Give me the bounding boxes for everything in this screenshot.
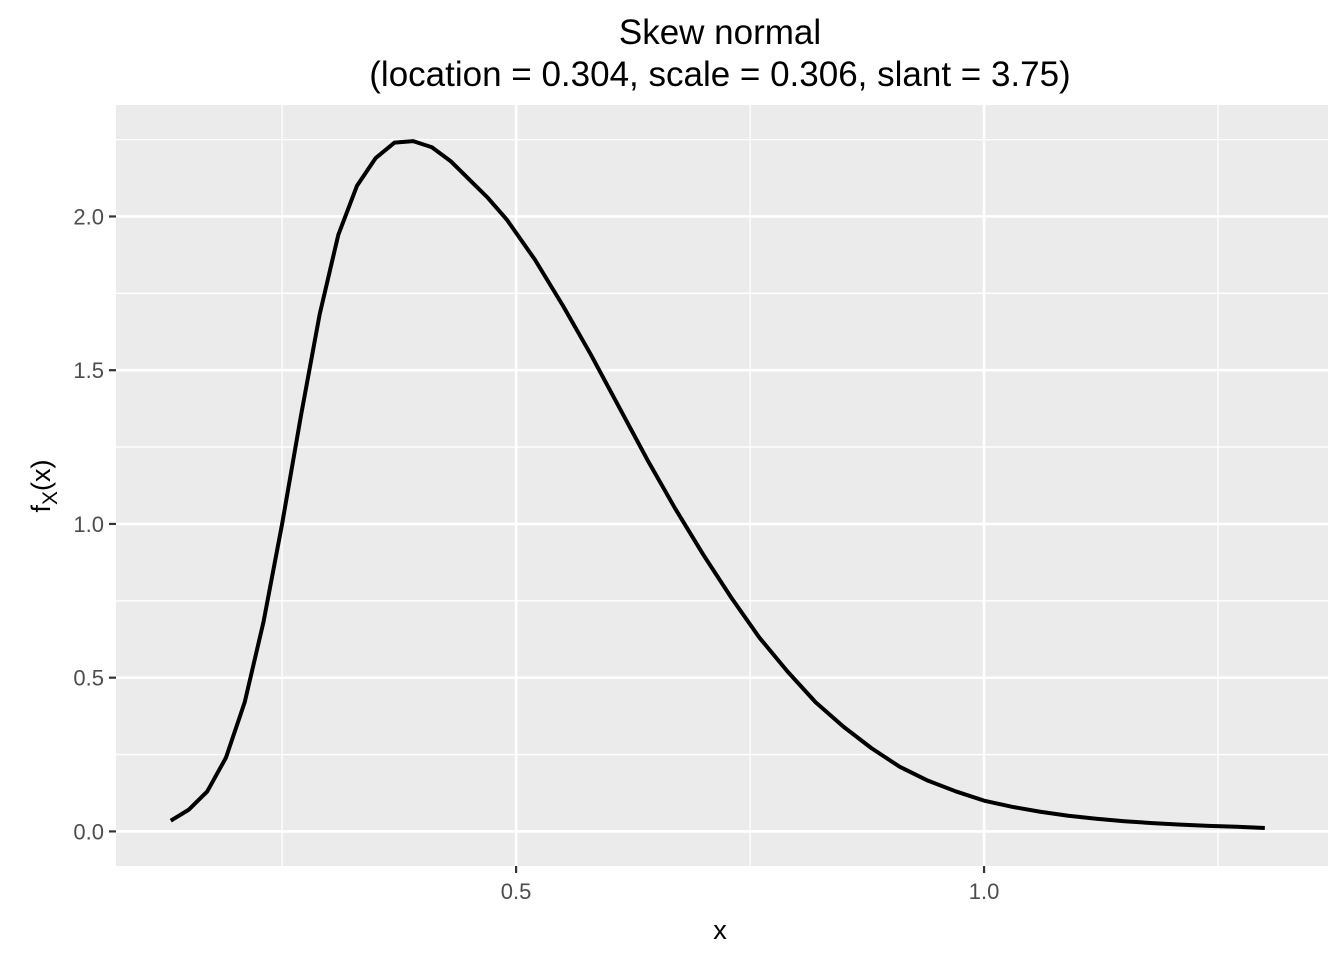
plot-panel (116, 105, 1328, 866)
y-axis-label-main: f (26, 505, 56, 513)
grid-lines (116, 105, 1328, 866)
y-tick-label: 2.0 (73, 204, 104, 229)
y-axis-label-suffix: (x) (26, 459, 56, 490)
y-tick-label: 1.5 (73, 358, 104, 383)
axis-ticks: 0.5 1.0 0.0 0.5 1.0 1.5 2.0 (73, 204, 999, 904)
x-tick-label: 1.0 (969, 879, 1000, 904)
density-curve (169, 139, 1265, 831)
chart-subtitle: (location = 0.304, scale = 0.306, slant … (369, 55, 1070, 94)
y-tick-label: 0.0 (73, 819, 104, 844)
y-tick-label: 1.0 (73, 512, 104, 537)
y-tick-label: 0.5 (73, 666, 104, 691)
y-axis-label-subscript: X (39, 491, 62, 505)
chart-title: Skew normal (619, 13, 821, 52)
y-axis-label: fX(x) (26, 459, 62, 512)
x-axis-label: x (713, 915, 727, 945)
x-tick-label: 0.5 (501, 879, 532, 904)
series-layer (169, 139, 1265, 831)
